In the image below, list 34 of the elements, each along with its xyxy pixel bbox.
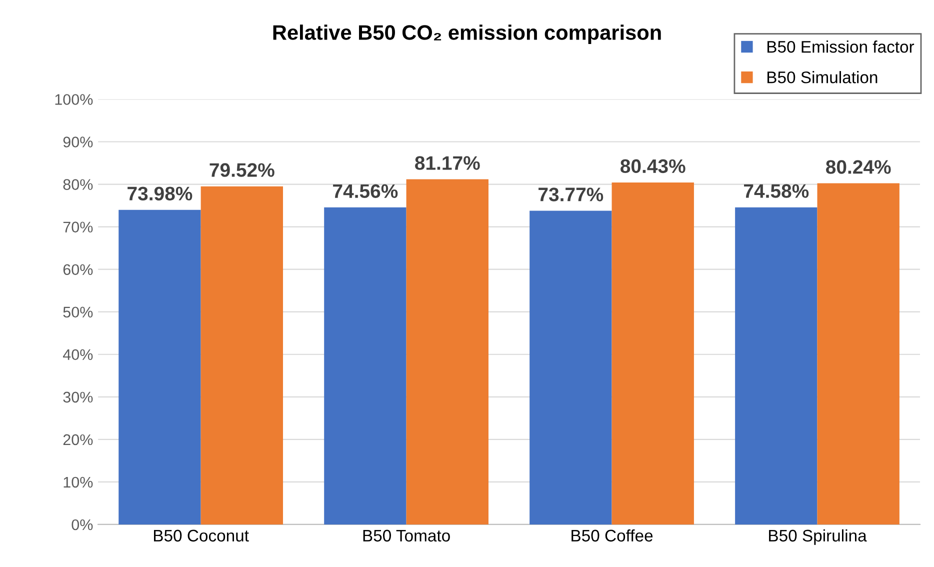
bar	[324, 207, 406, 524]
chart-title: Relative B50 CO₂ emission comparison	[273, 24, 661, 44]
bar	[118, 210, 201, 524]
bar	[817, 183, 900, 524]
data-label: 74.56%	[333, 184, 398, 198]
data-label: 73.98%	[128, 186, 192, 201]
bar	[406, 179, 488, 524]
y-tick-label: 100%	[55, 94, 93, 105]
x-tick-label: B50 Tomato	[363, 530, 450, 542]
bar	[200, 186, 283, 524]
y-tick-label: 30%	[63, 392, 93, 403]
data-label: 80.43%	[620, 159, 686, 174]
y-tick-label: 40%	[62, 349, 93, 360]
y-tick-label: 0%	[72, 519, 93, 530]
y-tick-label: 20%	[63, 434, 93, 446]
data-label: 79.52%	[210, 163, 274, 177]
x-tick-label: B50 Spirulina	[769, 529, 867, 545]
y-tick-label: 60%	[63, 264, 93, 276]
legend-label: B50 Simulation	[767, 71, 878, 84]
data-label: 74.58%	[744, 184, 809, 198]
data-label: 80.24%	[826, 160, 891, 174]
bar	[735, 207, 818, 524]
y-tick-label: 10%	[64, 476, 93, 488]
x-tick-label: B50 Coffee	[572, 529, 653, 542]
y-tick-label: 90%	[63, 136, 93, 148]
y-tick-label: 80%	[63, 179, 93, 190]
data-label: 73.77%	[538, 188, 604, 202]
y-tick-label: 50%	[63, 306, 93, 318]
x-tick-label: B50 Coconut	[154, 530, 249, 542]
bar	[612, 182, 694, 524]
data-label: 81.17%	[415, 156, 480, 170]
y-tick-label: 70%	[63, 222, 93, 232]
bar	[530, 210, 612, 524]
legend-label: B50 Emission factor	[767, 40, 914, 53]
